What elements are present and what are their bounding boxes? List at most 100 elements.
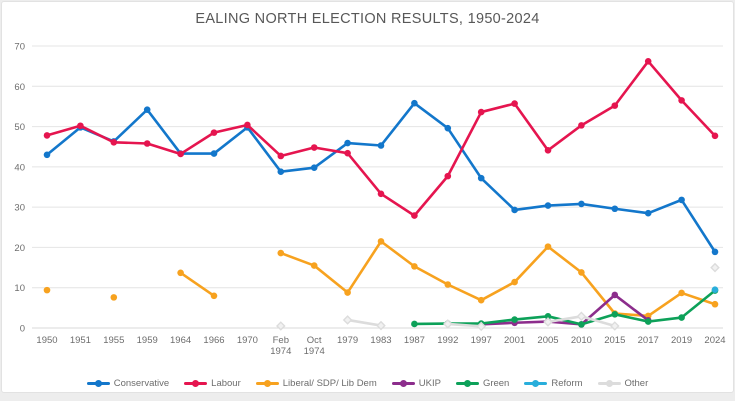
data-point-liberal-sdp-lib-dem (344, 289, 351, 296)
x-tick-label: 1955 (103, 335, 124, 346)
data-point-green (544, 313, 552, 320)
legend-item-other: Other (597, 377, 649, 389)
x-tick-label: 1951 (70, 335, 91, 346)
data-point-green (411, 320, 418, 328)
series-labour (43, 58, 719, 219)
data-point-labour (544, 147, 552, 154)
x-tick-label: 1987 (404, 335, 425, 346)
x-tick-label: 2010 (571, 335, 592, 346)
y-tick-label: 40 (14, 162, 25, 173)
legend-marker-icon (524, 379, 548, 387)
data-point-conservative (444, 124, 452, 132)
y-tick-label: 60 (14, 82, 25, 93)
legend-marker-icon (184, 379, 208, 387)
legend-label: Liberal/ SDP/ Lib Dem (282, 377, 377, 389)
data-point-liberal-sdp-lib-dem (110, 294, 118, 301)
data-point-other (710, 262, 720, 273)
y-tick-label: 50 (14, 122, 25, 133)
data-point-conservative (310, 164, 318, 171)
data-point-labour (578, 122, 585, 129)
data-point-liberal-sdp-lib-dem (177, 269, 184, 277)
data-point-other (476, 321, 486, 332)
data-point-other (443, 319, 453, 329)
series-other (276, 262, 720, 332)
legend-item-green: Green (455, 377, 510, 389)
data-point-labour (477, 108, 485, 116)
data-point-labour (444, 172, 452, 180)
data-point-conservative (611, 205, 619, 213)
x-tick-label: 2024 (704, 335, 725, 346)
data-point-labour (644, 58, 652, 65)
x-tick-label: 1974 (304, 346, 325, 357)
chart-title: EALING NORTH ELECTION RESULTS, 1950-2024 (195, 11, 540, 27)
legend-label: Other (624, 377, 649, 389)
legend-item-conservative: Conservative (86, 377, 170, 389)
data-point-liberal-sdp-lib-dem (678, 289, 685, 297)
data-point-liberal-sdp-lib-dem (277, 249, 285, 257)
legend-marker-icon (255, 379, 279, 387)
series-reform (711, 286, 719, 294)
x-tick-label: 1964 (170, 335, 191, 346)
x-tick-label: 1983 (370, 335, 391, 346)
legend: Conservative Labour Liberal/ SDP/ Lib Dem U… (2, 373, 733, 393)
data-point-labour (611, 102, 619, 109)
data-point-liberal-sdp-lib-dem (411, 263, 418, 270)
data-point-labour (711, 132, 719, 140)
data-point-labour (210, 129, 218, 136)
data-point-labour (511, 100, 518, 107)
data-point-labour (43, 132, 51, 139)
data-point-conservative (377, 142, 385, 149)
legend-label: Reform (551, 377, 583, 389)
data-point-ukip (611, 291, 619, 299)
data-point-liberal-sdp-lib-dem (444, 281, 452, 288)
plot-area: 0 10 20 30 40 50 60 70 1950 1951 1955 1959 1964 1966 1… (14, 42, 725, 358)
data-point-conservative (544, 202, 552, 209)
x-tick-label: 1966 (203, 335, 224, 346)
data-point-other (276, 321, 286, 331)
data-point-liberal-sdp-lib-dem (477, 296, 485, 304)
data-point-liberal-sdp-lib-dem (578, 269, 585, 276)
data-point-liberal-sdp-lib-dem (377, 238, 385, 245)
data-point-other (376, 320, 386, 331)
series-conservative (43, 99, 719, 256)
x-tick-label: Oct (307, 335, 322, 346)
series-ukip (477, 291, 652, 328)
data-point-liberal-sdp-lib-dem (711, 300, 719, 308)
data-point-green (578, 321, 585, 328)
data-point-green (511, 316, 518, 323)
data-point-labour (411, 212, 418, 219)
x-tick-label: 2017 (638, 335, 659, 346)
x-tick-label: 1997 (471, 335, 492, 346)
legend-marker-icon (391, 379, 415, 387)
data-point-liberal-sdp-lib-dem (310, 262, 318, 269)
legend-item-reform: Reform (524, 377, 583, 389)
data-point-conservative (277, 168, 285, 175)
legend-label: Conservative (113, 377, 170, 389)
legend-item-ukip: UKIP (391, 378, 441, 389)
x-tick-label: 1992 (437, 335, 458, 346)
chart-container: EALING NORTH ELECTION RESULTS, 1950-2024… (1, 1, 734, 393)
data-point-conservative (678, 196, 685, 204)
x-tick-label: 1959 (137, 335, 158, 346)
data-point-conservative (644, 209, 652, 217)
data-point-conservative (344, 139, 351, 147)
x-tick-label: 2001 (504, 335, 525, 346)
y-tick-label: 20 (14, 243, 25, 254)
legend-label: Green (482, 377, 510, 389)
data-point-green (678, 314, 685, 321)
x-tick-label: Feb (273, 335, 289, 346)
legend-item-labour: Labour (184, 378, 241, 389)
data-point-other (576, 311, 587, 322)
data-point-liberal-sdp-lib-dem (43, 286, 51, 294)
data-point-other (342, 315, 353, 325)
data-point-labour (143, 140, 151, 147)
legend-marker-icon (86, 379, 110, 387)
legend-marker-icon (597, 379, 621, 387)
legend-marker-icon (455, 379, 479, 387)
data-point-liberal-sdp-lib-dem (210, 292, 218, 300)
data-point-reform (711, 286, 719, 294)
x-tick-label: 2015 (604, 335, 625, 346)
x-tick-label: 1950 (36, 335, 57, 346)
data-point-conservative (511, 206, 518, 214)
x-tick-label: 1974 (270, 346, 291, 357)
